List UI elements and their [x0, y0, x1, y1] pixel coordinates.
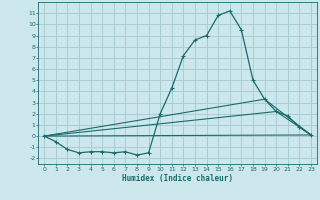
X-axis label: Humidex (Indice chaleur): Humidex (Indice chaleur) [122, 174, 233, 183]
